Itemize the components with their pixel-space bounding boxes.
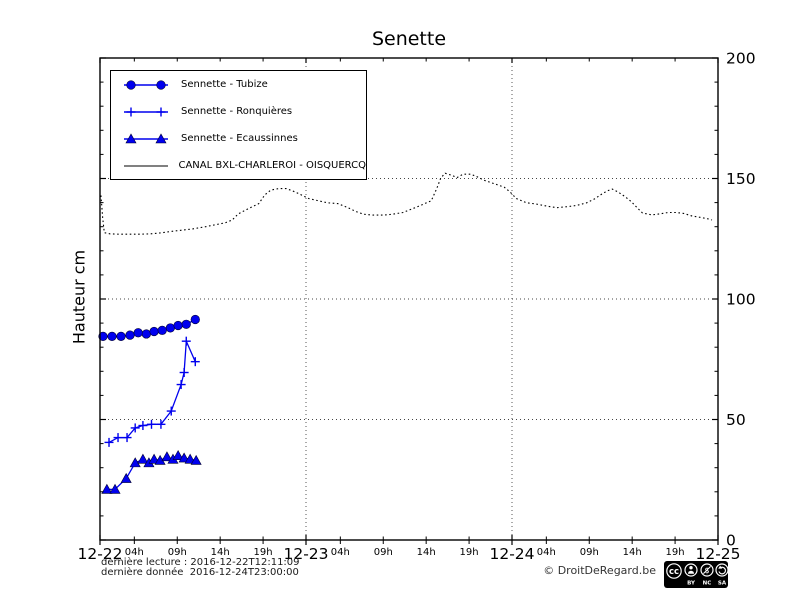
legend-plus-marker-icon — [124, 107, 168, 116]
x-day-label: 12-22 — [77, 545, 122, 563]
data-point-circle — [157, 325, 167, 335]
data-point-triangle — [190, 454, 202, 465]
cc-circle — [666, 563, 682, 579]
x-hour-label: 09h — [374, 547, 393, 558]
x-hour-label: 19h — [460, 547, 479, 558]
x-hour-label: 04h — [537, 547, 556, 558]
legend-box: Sennette - Tubize Sennette - Ronquières Se… — [110, 70, 367, 180]
x-day-label: 12-23 — [283, 545, 328, 563]
cc-part-label: BY — [687, 581, 696, 587]
x-day-label: 12-24 — [489, 545, 534, 563]
series-0 — [98, 314, 200, 341]
data-point-triangle — [120, 472, 132, 483]
data-point-circle — [190, 314, 200, 325]
data-point-triangle — [101, 483, 113, 494]
y-tick-label: 100 — [726, 291, 756, 309]
series-3 — [100, 172, 713, 235]
series-1 — [104, 336, 200, 447]
y-tick-label: 200 — [726, 50, 756, 68]
x-hour-label: 14h — [211, 547, 230, 558]
cc-part-label: SA — [718, 581, 727, 587]
legend-label: Sennette - Ronquières — [181, 106, 293, 117]
data-point-triangle — [172, 450, 184, 460]
data-point-circle — [126, 79, 136, 90]
data-point-circle — [141, 329, 151, 339]
chart-title: Senette — [371, 28, 447, 50]
cc-part-label: NC — [703, 581, 712, 587]
data-point-triangle — [129, 457, 141, 468]
x-hour-label: 19h — [666, 547, 685, 558]
data-point-circle — [98, 331, 108, 341]
data-point-triangle — [155, 132, 167, 143]
legend-item: CANAL BXL-CHARLEROI - OISQUERCQ — [111, 152, 366, 179]
series-2 — [101, 450, 202, 494]
cc-circle — [700, 563, 714, 577]
y-tick-label: 50 — [726, 411, 746, 429]
legend-label: Sennette - Ecaussinnes — [181, 133, 298, 144]
legend-item: Sennette - Ronquières — [111, 98, 366, 125]
data-point-triangle — [178, 452, 190, 463]
data-point-triangle — [184, 453, 196, 464]
sa-arrow-icon — [718, 566, 727, 575]
legend-none-marker-icon — [124, 164, 168, 167]
data-point-circle — [133, 328, 143, 338]
nc-slash-icon — [703, 566, 711, 574]
sa-arrow-icon — [718, 565, 723, 569]
last-data-note: dernière donnée 2016-12-24T23:00:00 — [101, 567, 299, 578]
by-person-icon — [687, 570, 695, 574]
legend-label: CANAL BXL-CHARLEROI - OISQUERCQ — [178, 160, 366, 171]
y-axis-label: Hauteur cm — [69, 249, 89, 345]
x-hour-label: 04h — [125, 547, 144, 558]
data-point-triangle — [125, 132, 137, 143]
cc-logo-icon: cc — [669, 567, 679, 577]
data-point-circle — [165, 323, 175, 333]
data-point-circle — [173, 320, 183, 331]
x-hour-label: 14h — [623, 547, 642, 558]
x-hour-label: 04h — [331, 547, 350, 558]
legend-triangle-marker-icon — [124, 132, 168, 143]
cc-circle — [684, 563, 698, 577]
legend-item: Sennette - Tubize — [111, 71, 366, 98]
data-point-circle — [125, 330, 135, 340]
x-hour-label: 14h — [417, 547, 436, 558]
legend-label: Sennette - Tubize — [181, 79, 268, 90]
y-tick-label: 150 — [726, 170, 756, 188]
copyright-text: © DroitDeRegard.be — [543, 564, 656, 577]
x-hour-label: 09h — [580, 547, 599, 558]
data-point-circle — [116, 331, 126, 341]
x-hour-label: 19h — [254, 547, 273, 558]
data-point-circle — [149, 326, 159, 337]
data-point-triangle — [137, 453, 149, 464]
data-point-circle — [181, 319, 191, 329]
data-point-triangle — [148, 453, 160, 464]
y-tick-label: 0 — [726, 532, 736, 550]
legend-item: Sennette - Ecaussinnes — [111, 125, 366, 152]
x-day-label: 12-25 — [695, 545, 740, 563]
by-person-icon — [689, 566, 693, 570]
last-reading-note: dernière lecture : 2016-12-22T12:11:09 — [101, 557, 300, 568]
data-point-circle — [107, 331, 117, 341]
x-hour-label: 09h — [168, 547, 187, 558]
legend-circle-marker-icon — [124, 79, 168, 90]
data-point-circle — [156, 79, 166, 90]
data-point-triangle — [161, 451, 173, 462]
data-point-triangle — [109, 483, 121, 494]
series-line — [100, 172, 713, 235]
